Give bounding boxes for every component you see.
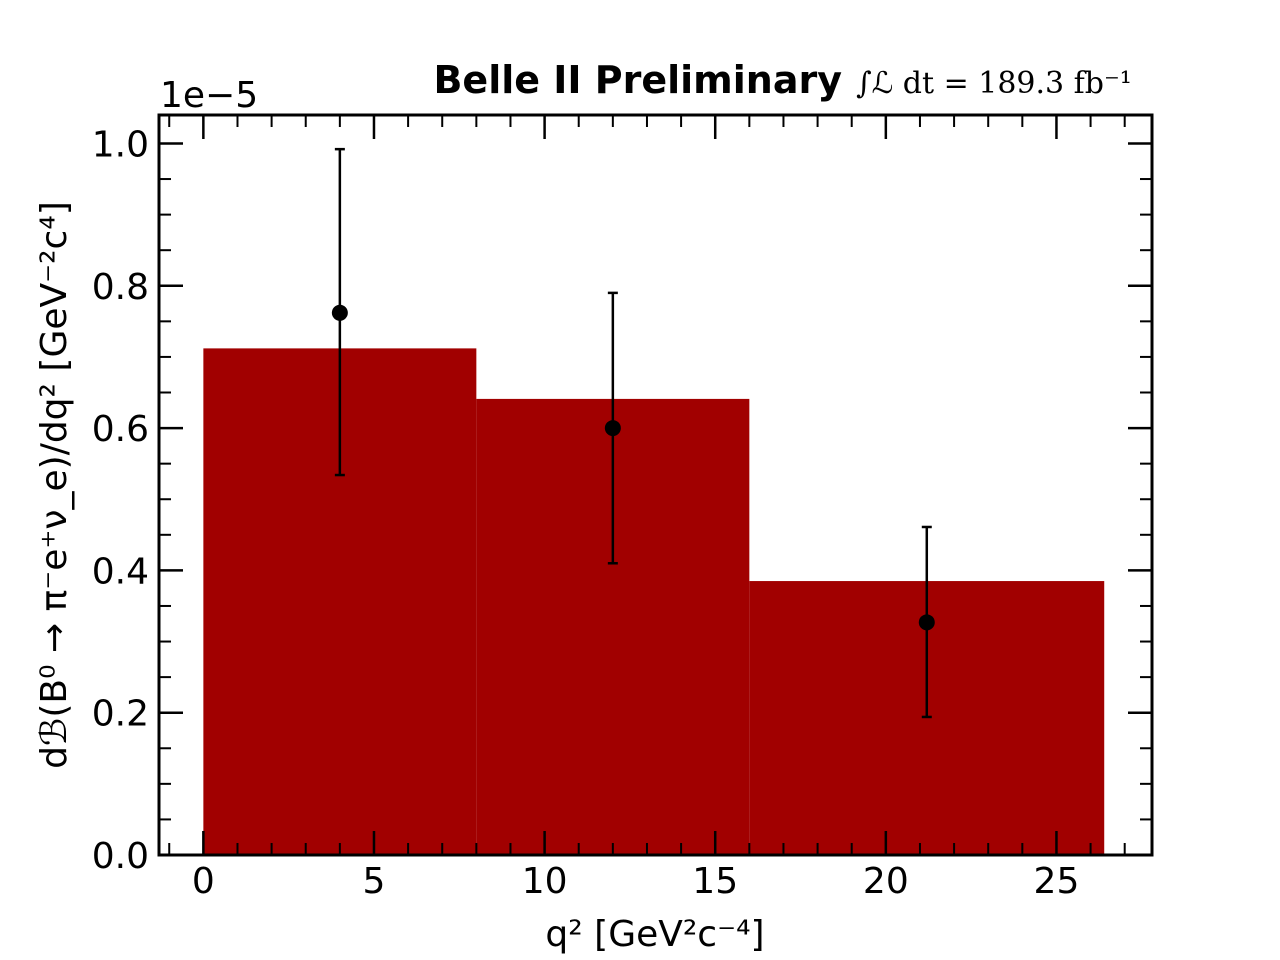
y-axis-label: dℬ(B⁰ → π⁻e⁺ν_e)/dq² [GeV⁻²c⁴] bbox=[34, 201, 75, 769]
histogram-bars bbox=[203, 348, 1105, 855]
data-point-0 bbox=[331, 304, 348, 321]
y-offset-label: 1e−5 bbox=[160, 75, 258, 116]
x-tick-label: 5 bbox=[363, 861, 386, 902]
plot-frame bbox=[157, 113, 1154, 857]
y-tick-label: 0.2 bbox=[92, 694, 149, 735]
data-point-1 bbox=[604, 420, 621, 437]
x-tick-label: 25 bbox=[1034, 861, 1080, 902]
axis-ticks bbox=[159, 115, 1152, 857]
chart-subtitle: ∫ℒ dt = 189.3 fb⁻¹ bbox=[856, 66, 1132, 101]
x-tick-label: 10 bbox=[522, 861, 568, 902]
y-tick-label: 0.0 bbox=[92, 836, 149, 877]
x-tick-label: 15 bbox=[692, 861, 738, 902]
data-points bbox=[331, 147, 935, 719]
y-tick-labels: 0.0 0.2 0.4 0.6 0.8 1.0 bbox=[92, 124, 149, 877]
chart-title: Belle II Preliminary bbox=[433, 58, 842, 102]
x-tick-label: 20 bbox=[863, 861, 909, 902]
data-point-2 bbox=[918, 614, 935, 631]
y-tick-label: 1.0 bbox=[92, 124, 149, 165]
x-tick-labels: 0 5 10 15 20 25 bbox=[192, 861, 1079, 902]
y-tick-label: 0.8 bbox=[92, 267, 149, 308]
x-axis-label: q² [GeV²c⁻⁴] bbox=[545, 914, 764, 955]
y-tick-label: 0.4 bbox=[92, 551, 149, 592]
y-tick-label: 0.6 bbox=[92, 409, 149, 450]
x-tick-label: 0 bbox=[192, 861, 215, 902]
